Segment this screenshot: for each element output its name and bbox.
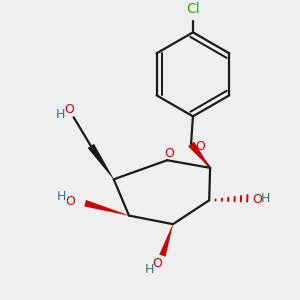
- Text: O: O: [66, 195, 76, 208]
- Polygon shape: [84, 200, 129, 216]
- Polygon shape: [159, 224, 173, 257]
- Text: O: O: [64, 103, 74, 116]
- Text: O: O: [164, 147, 174, 160]
- Text: H: H: [56, 108, 65, 121]
- Polygon shape: [88, 144, 114, 179]
- Text: H: H: [144, 262, 154, 275]
- Text: Cl: Cl: [186, 2, 200, 16]
- Text: O: O: [252, 193, 262, 206]
- Polygon shape: [188, 142, 210, 168]
- Text: H: H: [57, 190, 66, 203]
- Text: H: H: [261, 192, 270, 205]
- Text: O: O: [153, 257, 163, 270]
- Text: O: O: [196, 140, 206, 153]
